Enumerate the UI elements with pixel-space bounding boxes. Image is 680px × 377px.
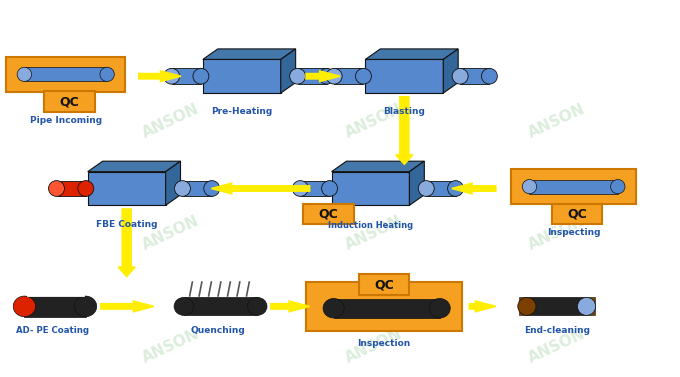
Text: QC: QC bbox=[319, 207, 339, 221]
Ellipse shape bbox=[319, 68, 335, 84]
FancyArrow shape bbox=[139, 71, 181, 81]
Polygon shape bbox=[166, 161, 180, 205]
Ellipse shape bbox=[517, 297, 536, 316]
Bar bbox=[171, 68, 201, 84]
Ellipse shape bbox=[452, 68, 468, 84]
Text: FBE Coating: FBE Coating bbox=[96, 219, 158, 228]
Bar bbox=[527, 297, 587, 316]
Ellipse shape bbox=[611, 179, 625, 194]
Ellipse shape bbox=[175, 181, 190, 196]
Bar bbox=[24, 67, 107, 81]
FancyArrow shape bbox=[396, 97, 413, 164]
Ellipse shape bbox=[78, 181, 94, 196]
Text: Inspection: Inspection bbox=[358, 339, 411, 348]
Bar bbox=[358, 274, 409, 295]
Bar bbox=[184, 297, 257, 316]
Ellipse shape bbox=[48, 181, 65, 196]
Polygon shape bbox=[409, 161, 424, 205]
Ellipse shape bbox=[100, 67, 114, 81]
Text: ANSON: ANSON bbox=[343, 101, 405, 141]
Bar bbox=[56, 181, 86, 196]
Polygon shape bbox=[443, 49, 458, 93]
Text: QC: QC bbox=[567, 207, 587, 221]
Bar bbox=[334, 68, 363, 84]
Polygon shape bbox=[365, 49, 458, 60]
Text: ANSON: ANSON bbox=[343, 214, 405, 253]
Bar bbox=[365, 60, 443, 93]
FancyArrow shape bbox=[469, 301, 496, 312]
Ellipse shape bbox=[204, 181, 220, 196]
Bar bbox=[306, 282, 462, 331]
Text: Blasting: Blasting bbox=[384, 107, 425, 116]
Ellipse shape bbox=[290, 68, 305, 84]
Text: Quenching: Quenching bbox=[190, 326, 245, 335]
Ellipse shape bbox=[174, 297, 194, 316]
Polygon shape bbox=[88, 161, 180, 172]
Text: Inspecting: Inspecting bbox=[547, 228, 600, 237]
Ellipse shape bbox=[418, 181, 435, 196]
Text: QC: QC bbox=[59, 95, 79, 108]
Bar bbox=[298, 68, 327, 84]
Ellipse shape bbox=[322, 181, 337, 196]
Bar bbox=[587, 297, 595, 316]
Text: Pre-Heating: Pre-Heating bbox=[211, 107, 273, 116]
Ellipse shape bbox=[447, 181, 464, 196]
Ellipse shape bbox=[164, 68, 180, 84]
Ellipse shape bbox=[522, 179, 537, 194]
Text: QC: QC bbox=[374, 278, 394, 291]
Text: ANSON: ANSON bbox=[526, 214, 588, 253]
FancyArrow shape bbox=[452, 183, 496, 194]
Ellipse shape bbox=[429, 299, 450, 318]
Ellipse shape bbox=[193, 68, 209, 84]
FancyArrow shape bbox=[271, 301, 309, 312]
Polygon shape bbox=[203, 49, 296, 60]
FancyArrow shape bbox=[211, 183, 309, 194]
Text: ANSON: ANSON bbox=[343, 326, 405, 365]
Bar bbox=[460, 68, 490, 84]
Text: ANSON: ANSON bbox=[526, 326, 588, 365]
Text: ANSON: ANSON bbox=[140, 326, 201, 365]
Bar bbox=[551, 204, 602, 224]
Bar bbox=[203, 60, 281, 93]
Bar bbox=[24, 296, 86, 317]
Text: ANSON: ANSON bbox=[140, 214, 201, 253]
Bar bbox=[334, 299, 440, 318]
FancyArrow shape bbox=[118, 209, 135, 276]
Ellipse shape bbox=[248, 297, 267, 316]
Bar bbox=[530, 179, 618, 194]
Ellipse shape bbox=[292, 181, 308, 196]
Ellipse shape bbox=[74, 296, 97, 317]
Text: ANSON: ANSON bbox=[526, 101, 588, 141]
Bar bbox=[301, 181, 330, 196]
Ellipse shape bbox=[323, 299, 344, 318]
Bar bbox=[88, 172, 166, 205]
Polygon shape bbox=[332, 161, 424, 172]
Bar bbox=[303, 204, 354, 224]
Text: Pipe Incoming: Pipe Incoming bbox=[30, 116, 102, 125]
Text: Induction Heating: Induction Heating bbox=[328, 221, 413, 230]
Text: AD- PE Coating: AD- PE Coating bbox=[16, 326, 88, 335]
Bar bbox=[332, 172, 409, 205]
Ellipse shape bbox=[481, 68, 497, 84]
Bar bbox=[511, 169, 636, 204]
Ellipse shape bbox=[577, 297, 596, 316]
Bar bbox=[426, 181, 456, 196]
Ellipse shape bbox=[356, 68, 371, 84]
Bar bbox=[182, 181, 211, 196]
FancyArrow shape bbox=[101, 301, 154, 312]
Bar bbox=[519, 297, 527, 316]
Ellipse shape bbox=[17, 67, 31, 81]
Text: ANSON: ANSON bbox=[140, 101, 201, 141]
Text: End-cleaning: End-cleaning bbox=[524, 326, 590, 335]
Ellipse shape bbox=[13, 296, 35, 317]
Polygon shape bbox=[281, 49, 296, 93]
FancyArrow shape bbox=[306, 71, 340, 81]
Bar bbox=[7, 57, 125, 92]
Ellipse shape bbox=[326, 68, 342, 84]
Bar bbox=[44, 91, 95, 112]
